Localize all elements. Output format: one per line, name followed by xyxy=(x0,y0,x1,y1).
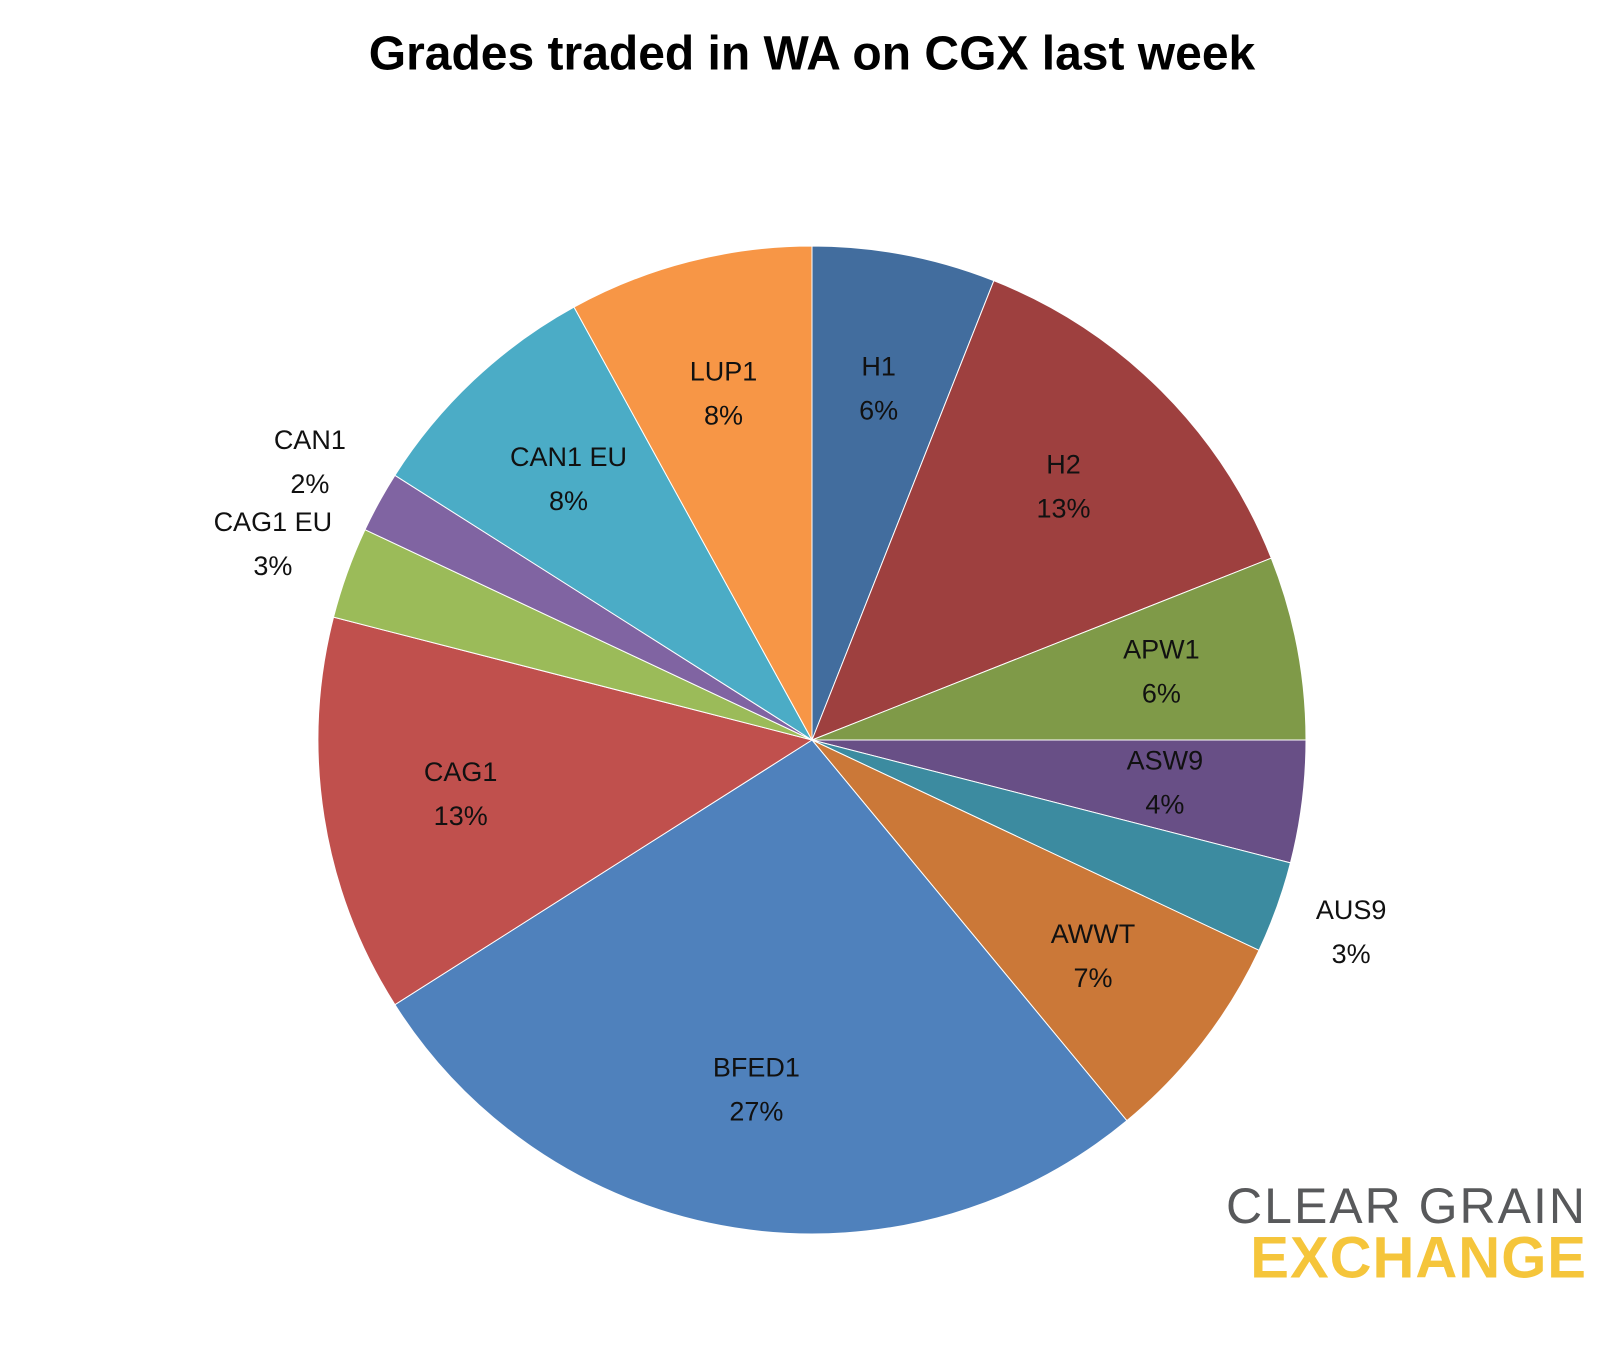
pie-slice xyxy=(811,245,995,741)
slice-label: CAG1 EU xyxy=(214,507,333,537)
slice-value-label: 6% xyxy=(1142,678,1181,708)
slice-label: H1 xyxy=(861,352,896,382)
chart-title: Grades traded in WA on CGX last week xyxy=(369,28,1256,81)
logo-line2: EXCHANGE xyxy=(1250,1225,1587,1290)
logo: CLEAR GRAIN EXCHANGE xyxy=(1226,1178,1587,1290)
pie-slice xyxy=(573,245,813,741)
slice-value-label: 3% xyxy=(1332,939,1371,969)
slice-label: AUS9 xyxy=(1316,895,1387,925)
slice-label: LUP1 xyxy=(690,357,758,387)
slice-value-label: 8% xyxy=(704,401,743,431)
pie-slice xyxy=(317,616,814,1006)
slice-label: CAN1 EU xyxy=(510,442,627,472)
slice-label: CAG1 xyxy=(424,757,498,787)
pie-slice xyxy=(394,739,1128,1235)
slice-value-label: 13% xyxy=(434,801,488,831)
slice-value-label: 7% xyxy=(1074,963,1113,993)
slice-value-label: 8% xyxy=(549,486,588,516)
slice-value-label: 13% xyxy=(1036,494,1090,524)
pie-slice xyxy=(394,306,813,741)
slice-label: BFED1 xyxy=(713,1052,800,1082)
slice-value-label: 4% xyxy=(1145,790,1184,820)
slice-value-label: 2% xyxy=(290,469,329,499)
slice-label: APW1 xyxy=(1123,634,1200,664)
slice-value-label: 6% xyxy=(859,396,898,426)
slice-label: ASW9 xyxy=(1127,746,1204,776)
slice-value-label: 27% xyxy=(729,1096,783,1126)
pie-slice xyxy=(811,739,1260,1122)
pie-slice xyxy=(811,557,1307,741)
slice-label: H2 xyxy=(1046,450,1081,480)
slice-value-label: 3% xyxy=(253,551,292,581)
slice-label: AWWT xyxy=(1051,919,1135,949)
logo-line1: CLEAR GRAIN xyxy=(1226,1178,1587,1234)
slice-label: CAN1 xyxy=(274,425,346,455)
pie-slice xyxy=(811,280,1272,741)
